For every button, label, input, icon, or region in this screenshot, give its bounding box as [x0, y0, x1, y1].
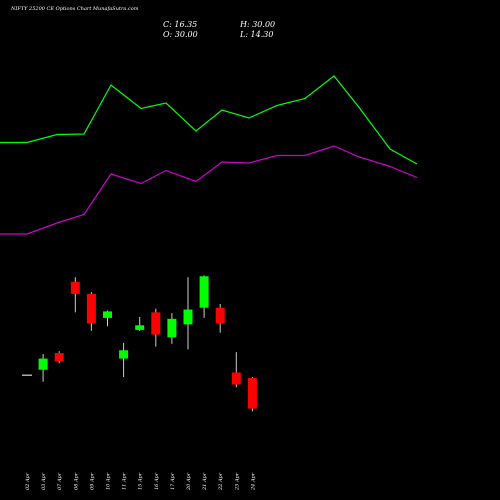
x-tick-label: 24 Apr [250, 472, 256, 491]
candle-body [54, 353, 64, 362]
candle-09-apr [86, 292, 96, 331]
candle-body [119, 350, 129, 359]
candle-21-apr [199, 275, 209, 318]
x-tick-label: 16 Apr [154, 472, 160, 490]
x-tick-label: 21 Apr [202, 472, 208, 491]
x-tick-label: 17 Apr [170, 472, 176, 490]
candle-body [38, 358, 48, 370]
candle-body [231, 372, 241, 385]
high-value: H: 30.00 [239, 20, 275, 29]
low-value: L: 14.30 [239, 30, 273, 39]
candle-23-apr [231, 352, 241, 388]
candle-body [70, 281, 80, 294]
candle-03-apr [38, 353, 48, 382]
candle-body [247, 378, 257, 409]
x-tick-label: 20 Apr [186, 472, 192, 491]
x-tick-label: 02 Apr [25, 472, 31, 490]
candle-20-apr [183, 277, 193, 350]
candle-16-apr [151, 308, 161, 347]
x-tick-label: 11 Apr [122, 472, 128, 490]
candle-body [103, 311, 112, 318]
candle-body [183, 309, 193, 325]
x-tick-label: 22 Apr [218, 472, 224, 491]
upper-indicator-line [0, 75, 418, 165]
candlesticks [22, 275, 257, 412]
candle-22-apr [215, 304, 225, 333]
chart-title: NIFTY 25200 CE Options Chart MunafaSutra… [10, 6, 139, 12]
candle-body [86, 293, 96, 324]
candle-10-apr [103, 310, 112, 327]
candle-08-apr [70, 277, 80, 313]
candle-body [151, 312, 161, 335]
candle-body [167, 318, 177, 338]
open-value: O: 30.00 [163, 30, 198, 39]
candle-15-apr [135, 316, 145, 331]
candle-body [135, 325, 145, 330]
x-tick-label: 23 Apr [234, 472, 240, 491]
candle-07-apr [54, 351, 64, 364]
candle-17-apr [167, 313, 177, 344]
candle-body [199, 276, 209, 308]
x-tick-label: 08 Apr [73, 472, 79, 490]
close-value: C: 16.35 [163, 20, 197, 29]
x-tick-label: 15 Apr [138, 472, 144, 490]
candle-24-apr [247, 377, 257, 412]
x-axis-labels: 02 Apr 03 Apr 07 Apr 08 Apr 09 Apr 10 Apr 11 A… [25, 472, 256, 491]
candle-body [215, 307, 225, 324]
x-tick-label: 03 Apr [41, 472, 47, 490]
x-tick-label: 10 Apr [106, 472, 112, 490]
x-tick-label: 09 Apr [89, 472, 95, 490]
indicator-lines [0, 75, 418, 235]
lower-indicator-line [0, 145, 418, 235]
x-tick-label: 07 Apr [57, 472, 63, 490]
candle-11-apr [119, 342, 129, 378]
